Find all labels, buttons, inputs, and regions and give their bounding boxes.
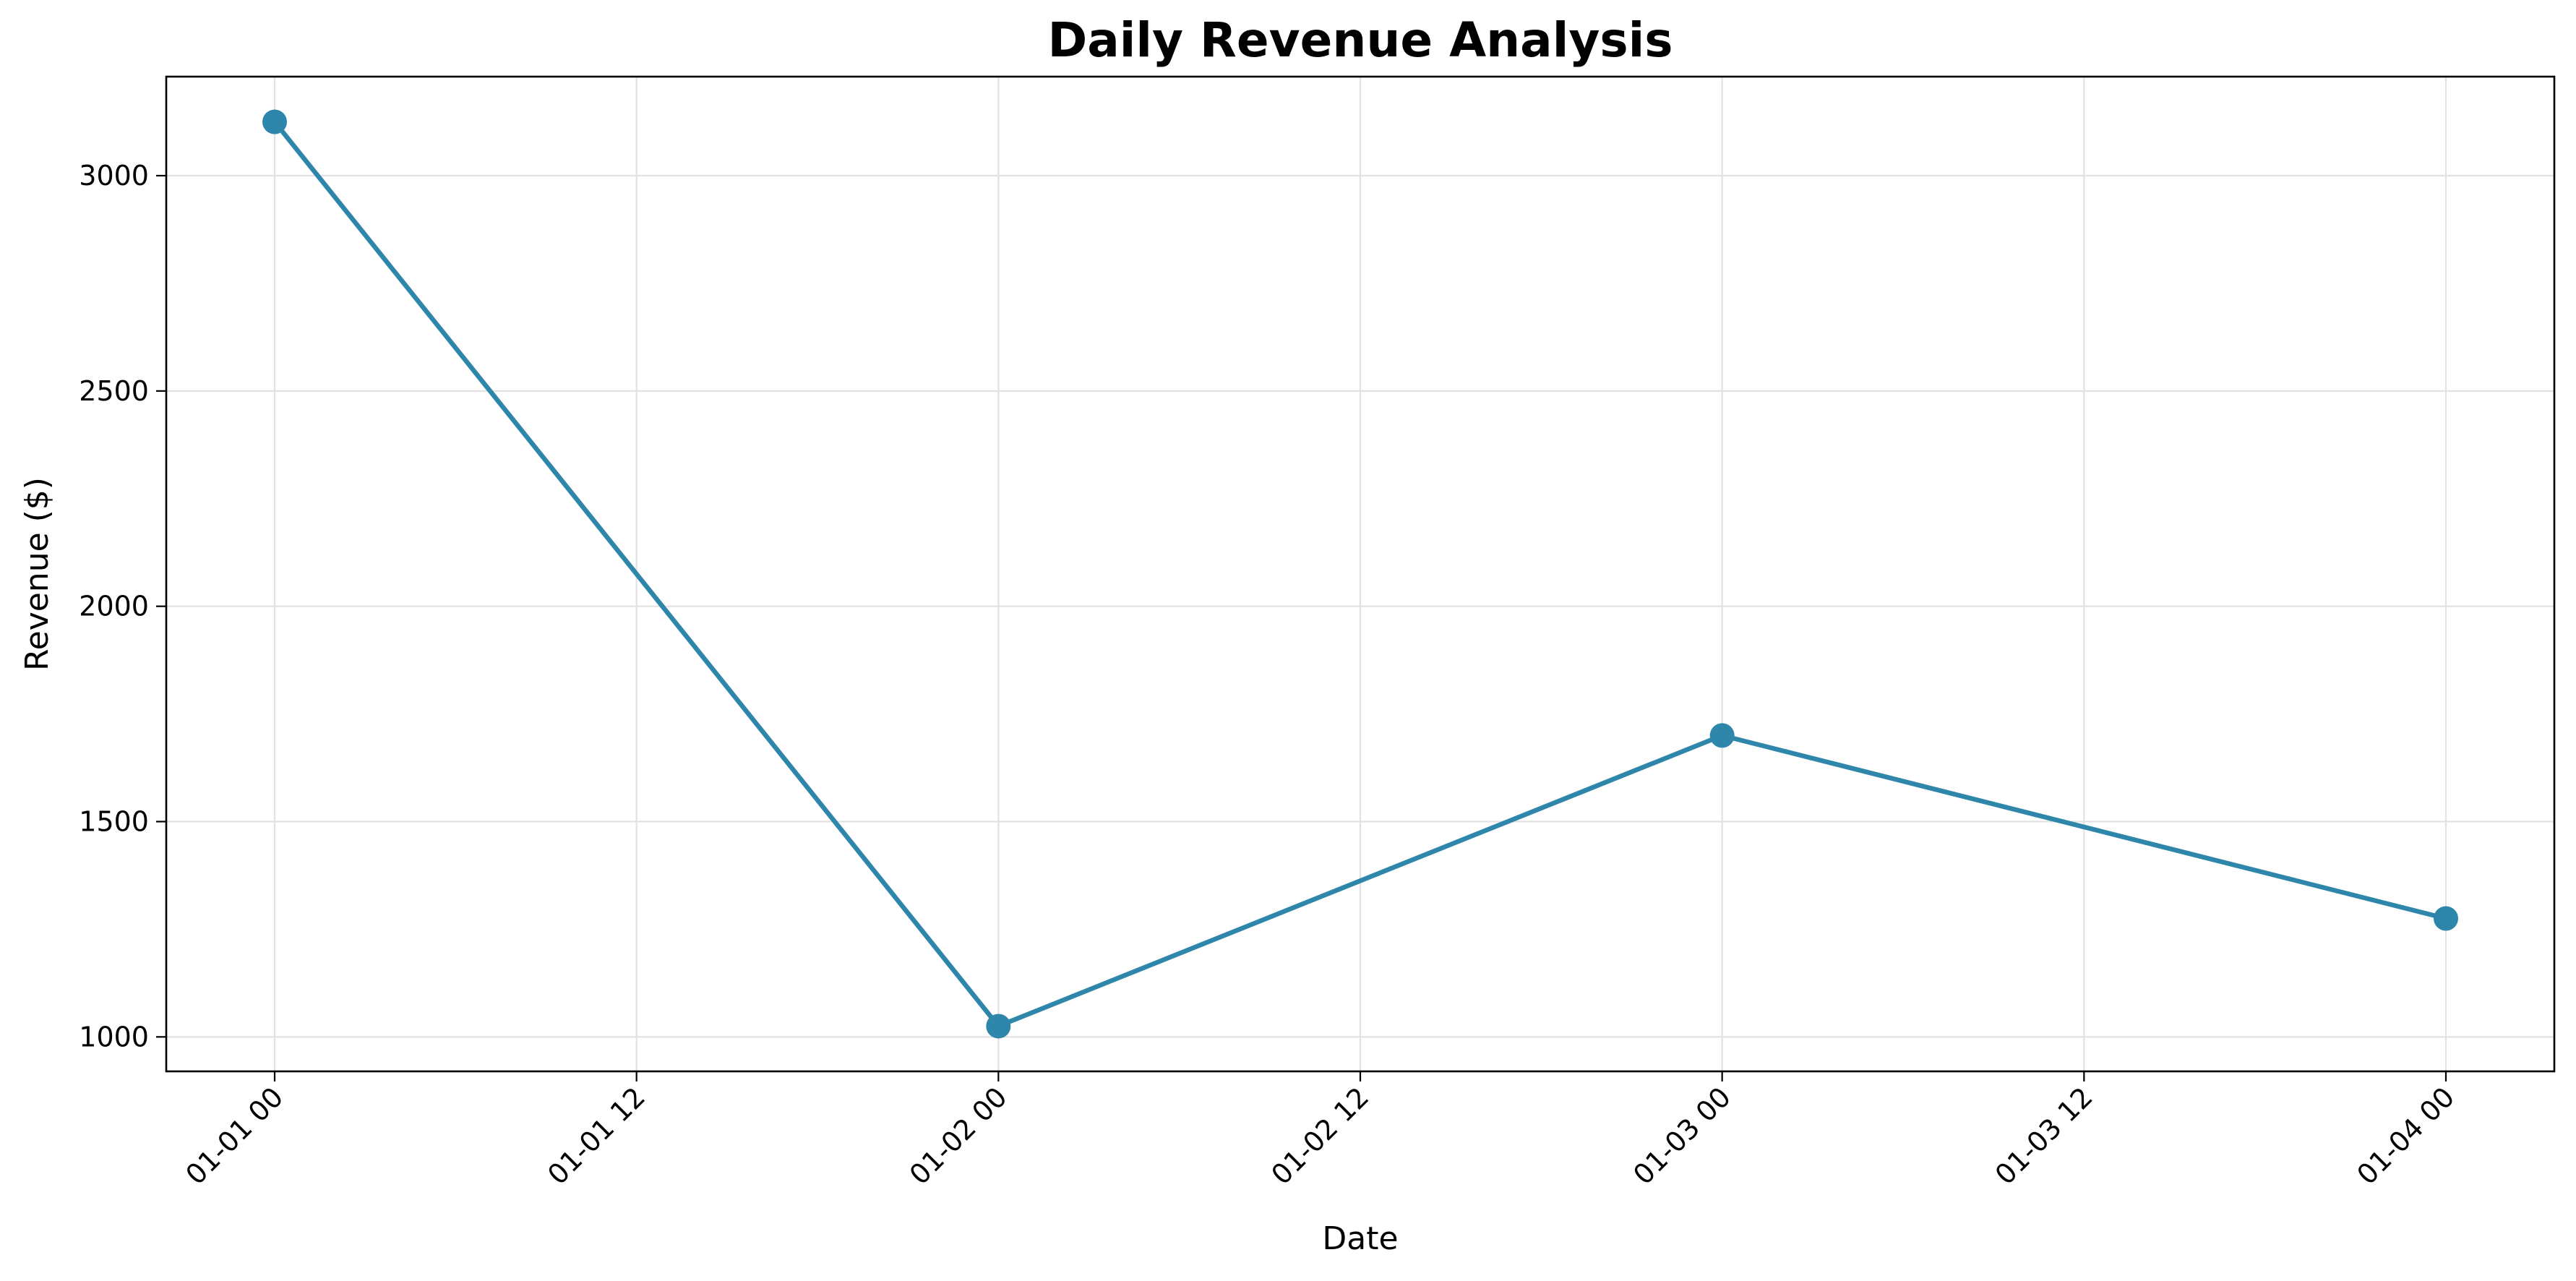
chart-title: Daily Revenue Analysis <box>1047 12 1673 68</box>
data-point <box>1709 723 1735 748</box>
grid <box>166 77 2554 1071</box>
x-axis-label: Date <box>1322 1220 1398 1257</box>
series-line <box>272 119 2449 1029</box>
data-point <box>986 1014 1011 1039</box>
y-axis-label: Revenue ($) <box>19 477 56 671</box>
y-tick-label: 1000 <box>79 1021 149 1053</box>
y-tick-label: 1500 <box>79 806 149 838</box>
y-tick-label: 2000 <box>79 591 149 622</box>
y-tick-label: 3000 <box>79 160 149 192</box>
data-point <box>2434 906 2458 931</box>
y-axis-ticks: 1000 1500 2000 2500 3000 <box>79 160 166 1053</box>
data-point <box>262 109 287 134</box>
series-layer <box>262 109 2458 1039</box>
y-tick-label: 2500 <box>79 375 149 407</box>
